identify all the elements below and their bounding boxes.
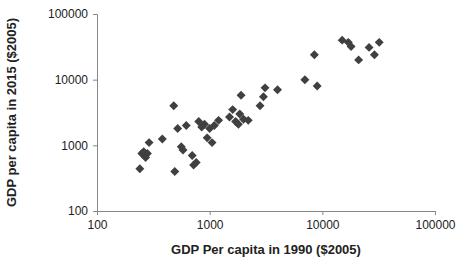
point — [145, 138, 154, 147]
point — [158, 134, 167, 143]
point — [188, 151, 197, 160]
point — [135, 164, 144, 173]
point — [347, 42, 356, 51]
point — [256, 101, 265, 110]
point — [192, 158, 201, 167]
point — [208, 138, 217, 147]
y-tick-mark — [93, 211, 97, 212]
x-axis-line — [98, 212, 436, 216]
y-axis-line — [93, 15, 98, 212]
y-tick-mark — [93, 145, 97, 146]
x-tick-mark — [210, 211, 211, 215]
point — [173, 124, 182, 133]
x-tick-mark — [435, 211, 436, 215]
y-tick: 10000 — [55, 73, 97, 87]
x-tick: 1000 — [197, 211, 224, 232]
point — [179, 145, 188, 154]
y-tick-label: 100 — [68, 204, 88, 218]
point — [143, 149, 152, 158]
point — [261, 83, 270, 92]
x-axis-title: GDP Per capita in 1990 ($2005) — [171, 242, 361, 257]
point — [273, 85, 282, 94]
point — [169, 101, 178, 110]
point — [354, 55, 363, 64]
plot: 100 1000 10000 100000 100 1000 10000 100000 — [48, 7, 456, 231]
y-tick-mark — [93, 14, 97, 15]
point — [214, 116, 223, 125]
y-axis: 100 1000 10000 100000 — [48, 7, 98, 218]
point — [375, 38, 384, 47]
point — [244, 116, 253, 125]
y-tick-label: 100000 — [48, 7, 88, 21]
point — [237, 91, 246, 100]
point — [370, 50, 379, 59]
x-tick-label: 1000 — [197, 218, 224, 232]
x-tick-mark — [322, 211, 323, 215]
y-tick: 100 — [68, 204, 97, 218]
y-tick: 100000 — [48, 7, 97, 21]
y-tick-label: 1000 — [61, 139, 88, 153]
point — [182, 121, 191, 130]
point — [170, 167, 179, 176]
x-tick: 100000 — [415, 211, 455, 232]
chart: 100 1000 10000 100000 100 1000 10000 100000 GDP … — [0, 0, 463, 276]
point — [259, 92, 268, 101]
point — [300, 75, 309, 84]
x-tick: 100 — [87, 211, 107, 232]
x-tick: 10000 — [306, 211, 340, 232]
point — [310, 50, 319, 59]
point — [365, 43, 374, 52]
y-tick-mark — [93, 80, 97, 81]
x-tick-label: 100 — [87, 218, 107, 232]
x-tick-label: 10000 — [306, 218, 340, 232]
y-tick: 1000 — [61, 139, 97, 153]
point — [313, 82, 322, 91]
y-tick-label: 10000 — [55, 73, 89, 87]
x-tick-label: 100000 — [415, 218, 455, 232]
y-axis-title: GDP per capita in 2015 ($2005) — [4, 18, 19, 207]
point — [228, 105, 237, 114]
x-axis: 100 1000 10000 100000 — [87, 211, 455, 232]
points — [135, 36, 383, 176]
